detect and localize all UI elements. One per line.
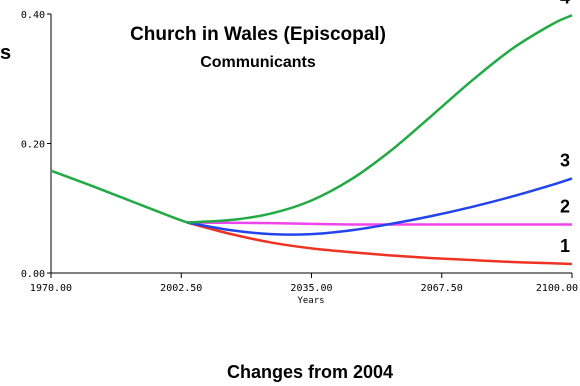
x-tick-label: 2002.50 — [160, 283, 202, 294]
x-tick-label: 2100.00 — [536, 283, 578, 294]
y-tick-label: 0.40 — [21, 10, 45, 21]
x-tick-label: 2067.50 — [421, 283, 463, 294]
series-label-4: 4 — [560, 0, 570, 7]
series-labels: 1 2 3 4 — [560, 0, 570, 256]
x-tick-label: 1970.00 — [30, 283, 72, 294]
series-line-1 — [186, 221, 573, 266]
x-axis-label: Years — [297, 296, 324, 306]
series-line-historical — [50, 169, 188, 224]
x-tick-label: 2035.00 — [290, 283, 332, 294]
axis-ticks: 1970.00 2002.50 2035.00 2067.50 2100.00 0.00 0… — [21, 10, 578, 294]
series-line-2 — [187, 221, 572, 226]
chart-title: Church in Wales (Episcopal) — [130, 24, 386, 45]
series-line-3 — [187, 177, 573, 236]
series-label-3: 3 — [560, 151, 570, 171]
y-tick-label: 0.20 — [21, 140, 45, 151]
series-label-2: 2 — [560, 196, 570, 216]
chart-caption: Changes from 2004 — [227, 362, 393, 382]
series-lines — [50, 14, 573, 266]
y-tick-label: 0.00 — [21, 269, 45, 280]
series-label-1: 1 — [560, 236, 570, 256]
chart-subtitle: Communicants — [200, 54, 316, 71]
series-line-4 — [187, 14, 573, 224]
y-axis-label-fragment: s — [0, 42, 11, 64]
